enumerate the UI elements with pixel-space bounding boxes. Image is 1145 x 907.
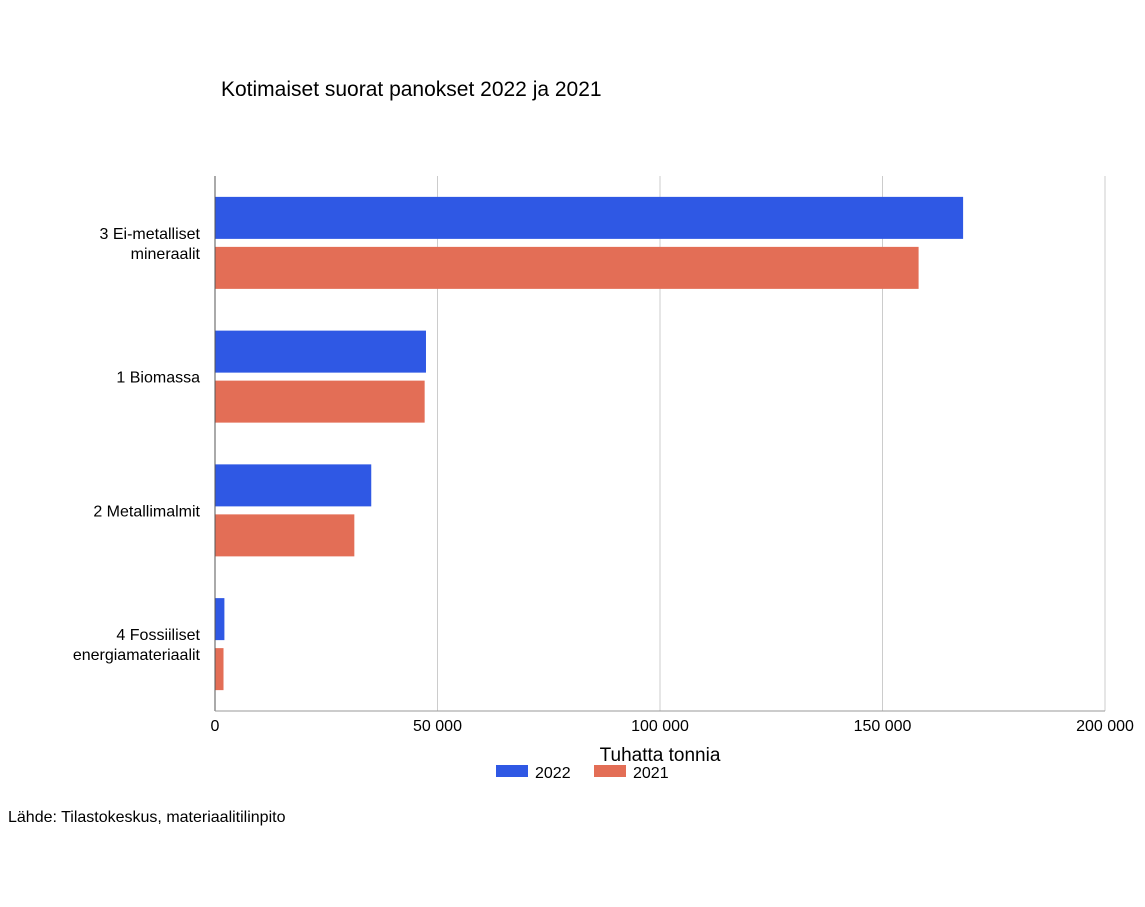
bars: [215, 196, 964, 691]
x-tick-label: 100 000: [631, 718, 689, 735]
category-label-line: 4 Fossiiliset: [116, 627, 200, 644]
bar-2021-1: [215, 380, 425, 423]
bar-2022-2: [215, 464, 372, 507]
legend-swatch-2022: [496, 765, 528, 777]
x-tick-label: 50 000: [413, 718, 462, 735]
x-axis-title: Tuhatta tonnia: [600, 745, 721, 766]
category-label: 1 Biomassa: [116, 370, 200, 387]
bar-2022-1: [215, 330, 426, 373]
legend-swatch-2021: [594, 765, 626, 777]
bar-2021-2: [215, 514, 355, 557]
category-labels: 3 Ei-metalliset mineraalit 1 Biomassa 2 Met…: [73, 226, 201, 664]
legend-label-2022: 2022: [535, 765, 571, 782]
bar-2021-0: [215, 246, 919, 289]
category-label: 2 Metallimalmit: [93, 503, 200, 520]
category-label-line: 1 Biomassa: [116, 370, 200, 387]
source-note: Lähde: Tilastokeskus, materiaalitilinpit…: [8, 809, 286, 826]
legend: 2022 2021: [496, 765, 669, 782]
x-tick-label: 150 000: [854, 718, 912, 735]
x-tick-labels: 0 50 000 100 000 150 000 200 000: [211, 718, 1134, 735]
category-label-line: 3 Ei-metalliset: [100, 226, 201, 243]
x-tick-label: 200 000: [1076, 718, 1134, 735]
bar-2022-3: [215, 598, 225, 641]
bar-2021-3: [215, 648, 224, 691]
category-label-line: energiamateriaalit: [73, 647, 201, 664]
x-tick-label: 0: [211, 718, 220, 735]
legend-label-2021: 2021: [633, 765, 669, 782]
category-label: 4 Fossiiliset energiamateriaalit: [73, 627, 201, 664]
bar-2022-0: [215, 196, 964, 239]
chart-title: Kotimaiset suorat panokset 2022 ja 2021: [221, 78, 602, 101]
category-label-line: 2 Metallimalmit: [93, 503, 200, 520]
category-label: 3 Ei-metalliset mineraalit: [100, 226, 201, 263]
category-label-line: mineraalit: [131, 246, 201, 263]
